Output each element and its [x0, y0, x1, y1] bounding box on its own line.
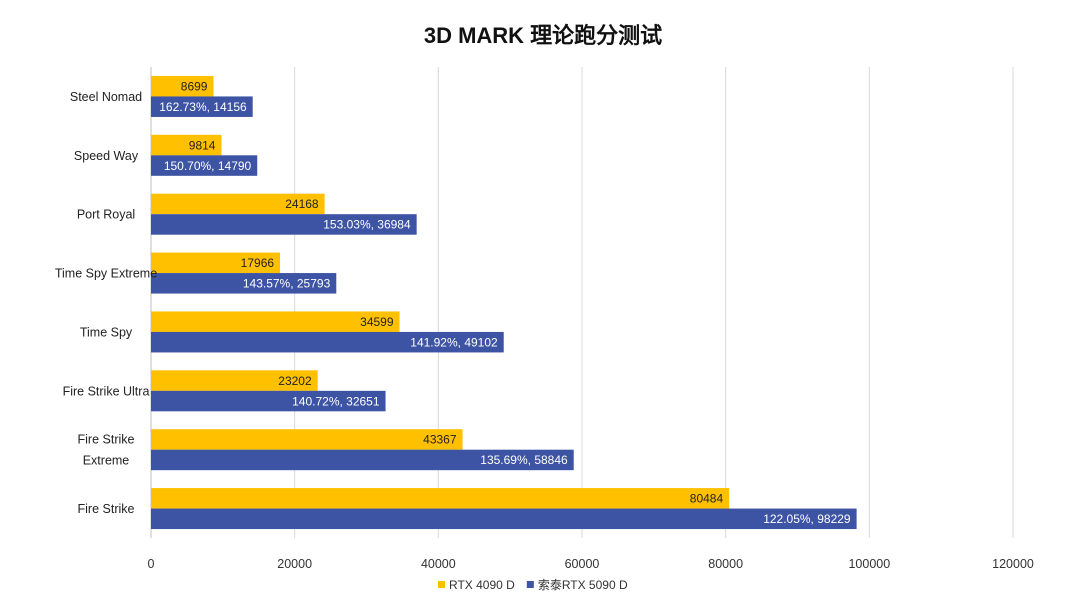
x-tick-label: 80000 [708, 557, 743, 571]
bar-rtx4090d [151, 429, 463, 450]
x-tick-label: 60000 [565, 557, 600, 571]
data-label: 153.03%, 36984 [323, 218, 411, 232]
category-label: Time Spy Extreme [55, 267, 157, 281]
x-axis-tick-labels: 0 20000 40000 60000 80000 100000 120000 [148, 557, 1034, 571]
bar-rtx4090d [151, 488, 730, 509]
data-label: 135.69%, 58846 [480, 453, 568, 467]
data-label: 122.05%, 98229 [763, 512, 851, 526]
category-labels: Steel Nomad Speed Way Port Royal Time Spy E… [55, 90, 157, 516]
x-tick-label: 100000 [848, 557, 890, 571]
data-label: 162.73%, 14156 [159, 100, 247, 114]
category-label: Fire Strike [78, 502, 135, 516]
legend: RTX 4090 D 索泰RTX 5090 D [438, 578, 628, 592]
bar-rtx5090d [151, 214, 417, 235]
bar-rtx5090d [151, 449, 574, 471]
bar-rtx4090d [151, 252, 281, 274]
bar-rtx4090d [151, 75, 214, 97]
x-tick-label: 20000 [277, 557, 312, 571]
category-label: Speed Way [74, 149, 139, 163]
data-label: 150.70%, 14790 [164, 159, 252, 173]
category-label: Time Spy [80, 325, 133, 339]
category-label: Port Royal [77, 208, 135, 222]
data-label: 140.72%, 32651 [292, 394, 380, 408]
data-label: 9814 [189, 138, 216, 152]
category-label: Fire Strike [78, 433, 135, 447]
x-tick-label: 0 [148, 557, 155, 571]
x-tick-label: 120000 [992, 557, 1034, 571]
data-label: 8699 [181, 79, 208, 93]
bars [151, 75, 857, 530]
legend-swatch [526, 581, 534, 588]
bar-rtx5090d [151, 96, 253, 117]
bar-rtx4090d [151, 134, 222, 156]
data-label: 23202 [278, 374, 312, 388]
category-label: Extreme [83, 454, 130, 468]
bar-rtx5090d [151, 155, 258, 176]
legend-label: RTX 4090 D [449, 578, 515, 592]
bar-rtx4090d [151, 370, 318, 391]
x-tick-label: 40000 [421, 557, 456, 571]
data-label: 24168 [285, 197, 319, 211]
bar-rtx5090d [151, 273, 337, 294]
legend-label: 索泰RTX 5090 D [538, 578, 628, 592]
data-label: 43367 [423, 433, 457, 447]
data-labels: 8699 162.73%, 14156 9814 150.70%, 14790 2416… [159, 79, 851, 526]
bar-rtx4090d [151, 193, 325, 215]
data-label: 17966 [241, 256, 275, 270]
category-label: Fire Strike Ultra [63, 384, 150, 398]
data-label: 143.57%, 25793 [243, 277, 331, 291]
bar-rtx5090d [151, 508, 857, 530]
bar-rtx5090d [151, 390, 386, 412]
category-label: Steel Nomad [70, 90, 142, 104]
legend-swatch [438, 581, 445, 588]
bar-rtx5090d [151, 331, 504, 353]
data-label: 141.92%, 49102 [410, 335, 498, 349]
data-label: 80484 [690, 492, 724, 506]
data-label: 34599 [360, 315, 394, 329]
bar-rtx4090d [151, 311, 400, 332]
chart-title: 3D MARK 理论跑分测试 [424, 23, 662, 48]
